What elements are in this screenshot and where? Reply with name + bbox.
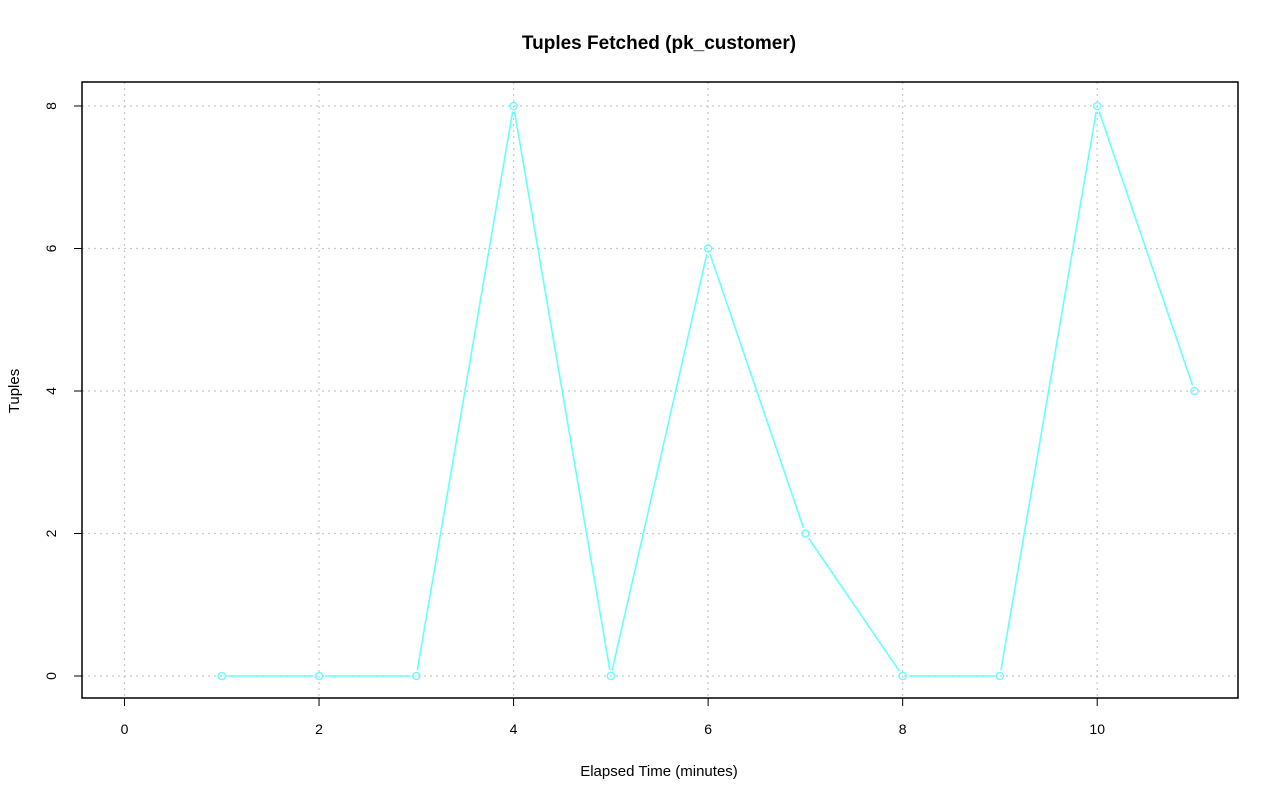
y-tick-label: 2 xyxy=(43,529,59,537)
y-tick-label: 8 xyxy=(43,102,59,110)
x-tick-label: 0 xyxy=(121,721,129,737)
x-tick-label: 10 xyxy=(1089,721,1105,737)
data-point xyxy=(509,101,518,111)
x-tick-label: 6 xyxy=(704,721,712,737)
chart-title: Tuples Fetched (pk_customer) xyxy=(522,33,796,54)
data-point xyxy=(703,244,713,253)
plot-frame xyxy=(81,81,1239,699)
y-tick-label: 0 xyxy=(43,672,59,680)
data-point xyxy=(606,671,616,681)
x-tick-label: 4 xyxy=(510,721,518,737)
data-point xyxy=(217,671,227,681)
data-point xyxy=(801,529,810,538)
data-point xyxy=(1092,101,1102,111)
series-line-segment xyxy=(1000,111,1097,671)
y-tick-label: 6 xyxy=(43,244,59,252)
data-point xyxy=(995,671,1005,681)
series-line-segment xyxy=(808,538,900,672)
data-point xyxy=(412,671,421,681)
data-point xyxy=(1190,386,1199,396)
data-point xyxy=(898,671,907,681)
y-axis: 0 2 4 6 8 xyxy=(43,102,82,680)
y-tick-label: 4 xyxy=(43,387,59,395)
series-line-segment xyxy=(709,253,805,529)
data-series xyxy=(217,101,1199,681)
series-line-segment xyxy=(513,111,611,671)
series-line-segment xyxy=(611,254,708,671)
x-axis: 0 2 4 6 8 10 xyxy=(121,698,1105,737)
data-point xyxy=(314,671,324,681)
x-axis-label: Elapsed Time (minutes) xyxy=(580,763,738,780)
x-tick-label: 8 xyxy=(899,721,907,737)
y-axis-label: Tuples xyxy=(6,369,23,413)
grid-lines xyxy=(82,82,1238,698)
x-tick-label: 2 xyxy=(315,721,323,737)
series-line-segment xyxy=(1098,111,1194,386)
series-line-segment xyxy=(416,111,514,671)
